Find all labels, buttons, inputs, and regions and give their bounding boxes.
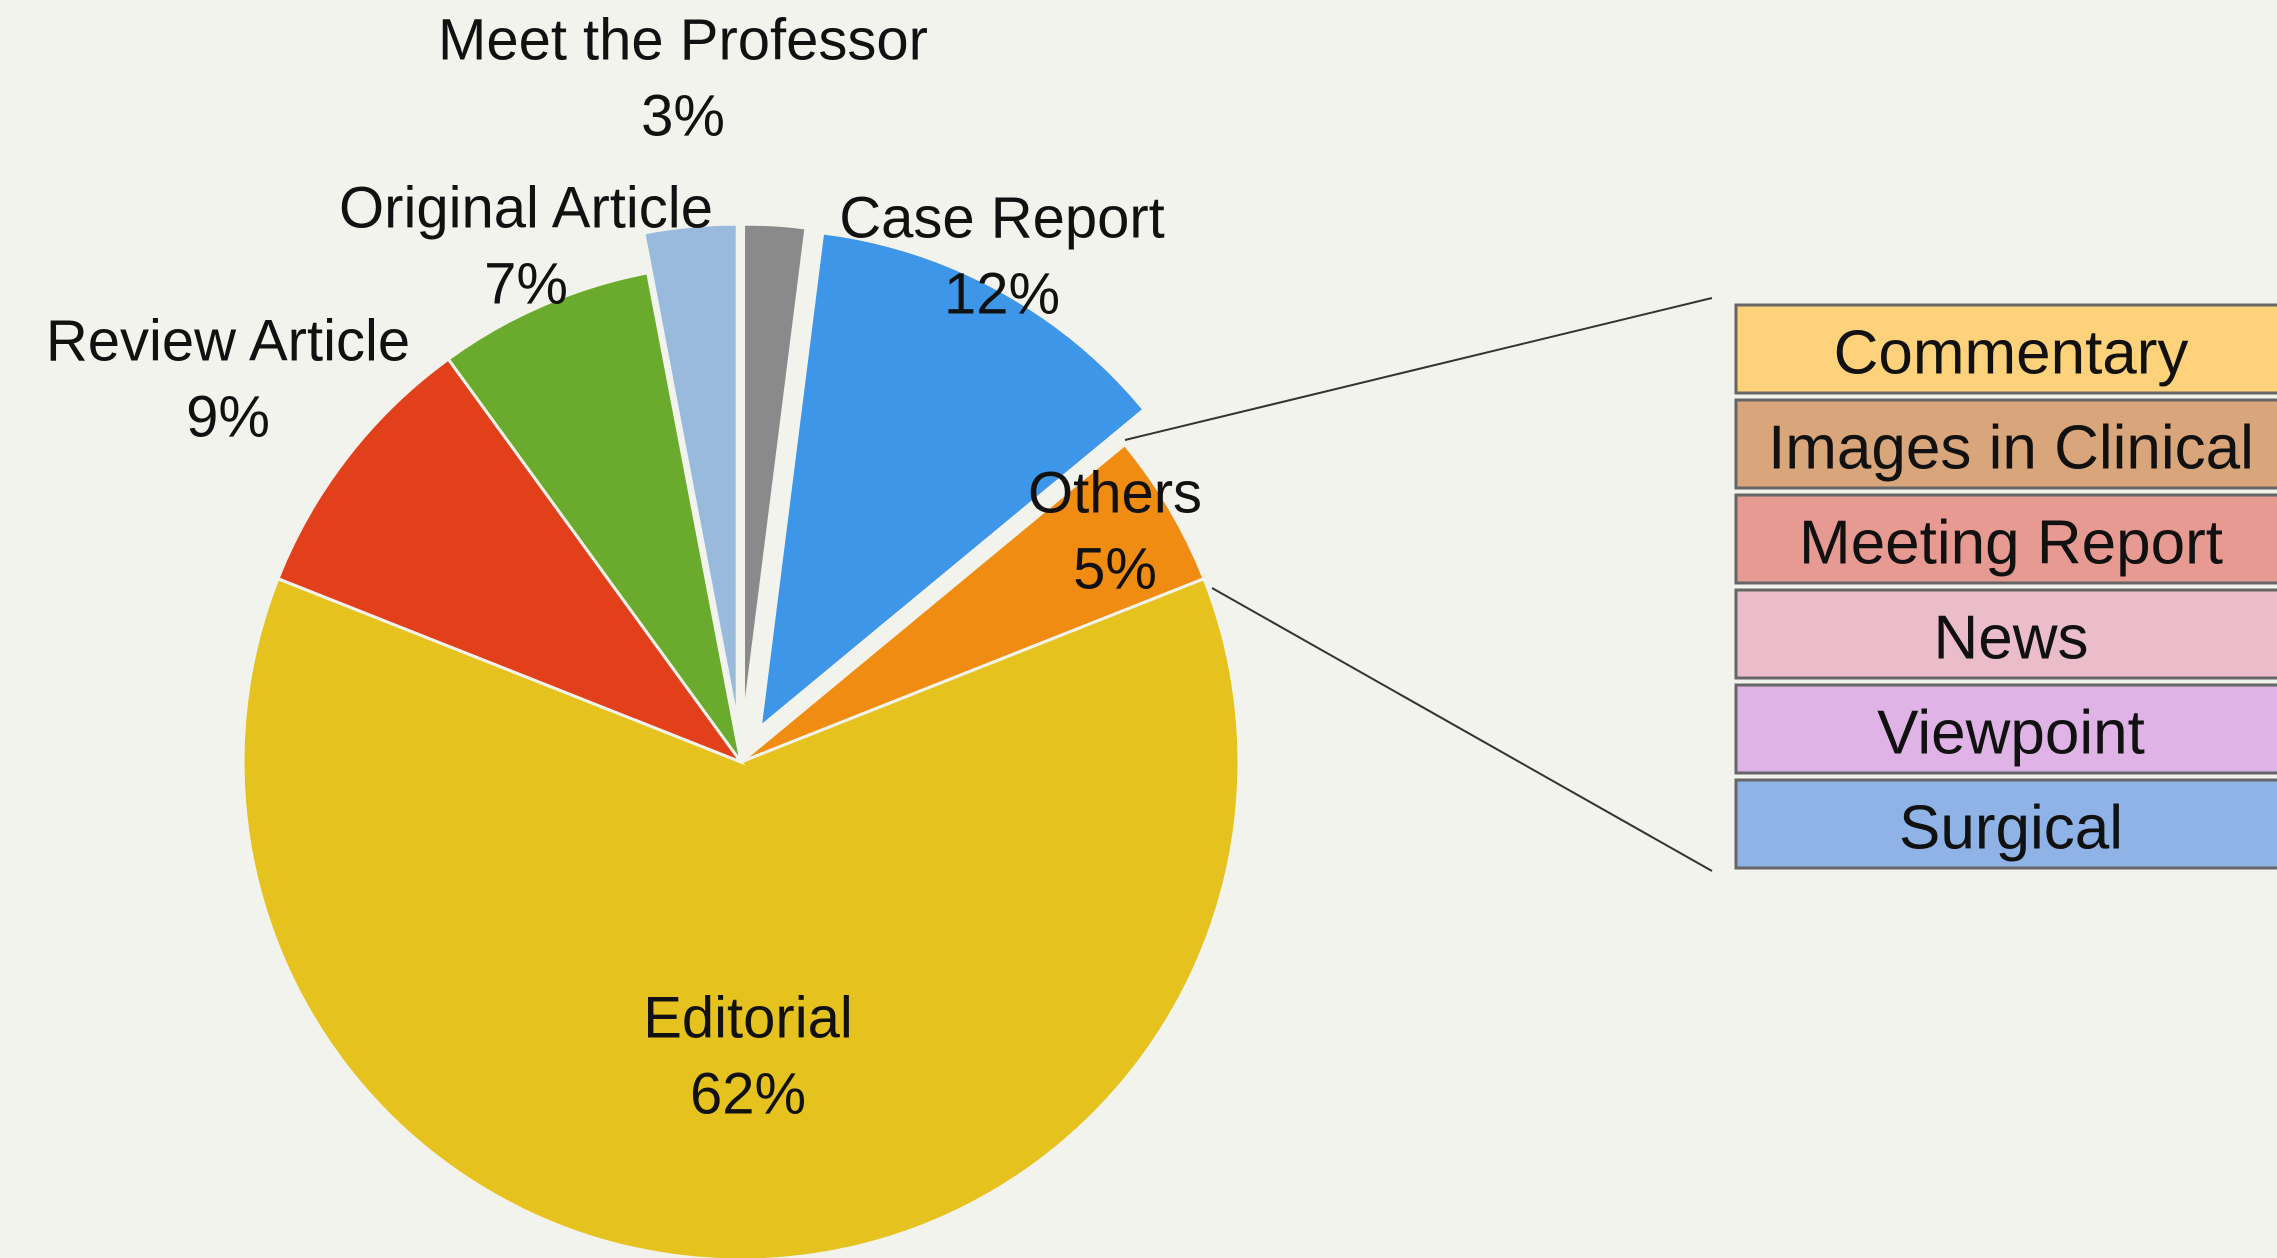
breakout-item-label: Surgical bbox=[1899, 793, 2123, 862]
pie-slice bbox=[446, 271, 743, 763]
connector-line bbox=[1124, 297, 1713, 441]
breakout-item-label: Commentary bbox=[1834, 318, 2189, 387]
slice-label: Editorial bbox=[643, 985, 853, 1050]
pie-slice bbox=[276, 357, 746, 766]
slice-label: Review Article bbox=[46, 308, 410, 373]
slice-label: Original Article bbox=[339, 175, 713, 240]
pie-slice bbox=[740, 442, 1206, 764]
slice-label: Meet the Professor bbox=[438, 7, 928, 72]
slice-label: Case Report bbox=[839, 185, 1165, 250]
breakout-box: Commentary Images in Clinical Meeting Repo… bbox=[1734, 303, 2277, 870]
slice-value-label: 12% bbox=[944, 261, 1060, 326]
breakout-item bbox=[1734, 778, 2277, 870]
breakout-item-label: Images in Clinical bbox=[1768, 413, 2254, 482]
slice-value-label: 5% bbox=[1073, 536, 1157, 601]
breakout-item bbox=[1734, 398, 2277, 490]
pie-slice bbox=[642, 222, 739, 723]
slice-label: Others bbox=[1028, 460, 1202, 525]
slice-value-label: 3% bbox=[641, 83, 725, 148]
breakout-item bbox=[1734, 303, 2277, 395]
breakout-item bbox=[1734, 683, 2277, 775]
breakout-item bbox=[1734, 493, 2277, 585]
breakout-item-label: Meeting Report bbox=[1799, 508, 2223, 577]
slice-value-label: 9% bbox=[186, 384, 270, 449]
pie-slice bbox=[241, 576, 1241, 1258]
pie-slice bbox=[742, 222, 808, 723]
slice-value-label: 7% bbox=[484, 251, 568, 316]
breakout-item-label: Viewpoint bbox=[1877, 698, 2145, 767]
connector-line bbox=[1211, 587, 1713, 872]
slice-value-label: 62% bbox=[690, 1061, 806, 1126]
breakout-item-label: News bbox=[1933, 603, 2088, 672]
pie-slice bbox=[758, 231, 1147, 731]
breakout-item bbox=[1734, 588, 2277, 680]
